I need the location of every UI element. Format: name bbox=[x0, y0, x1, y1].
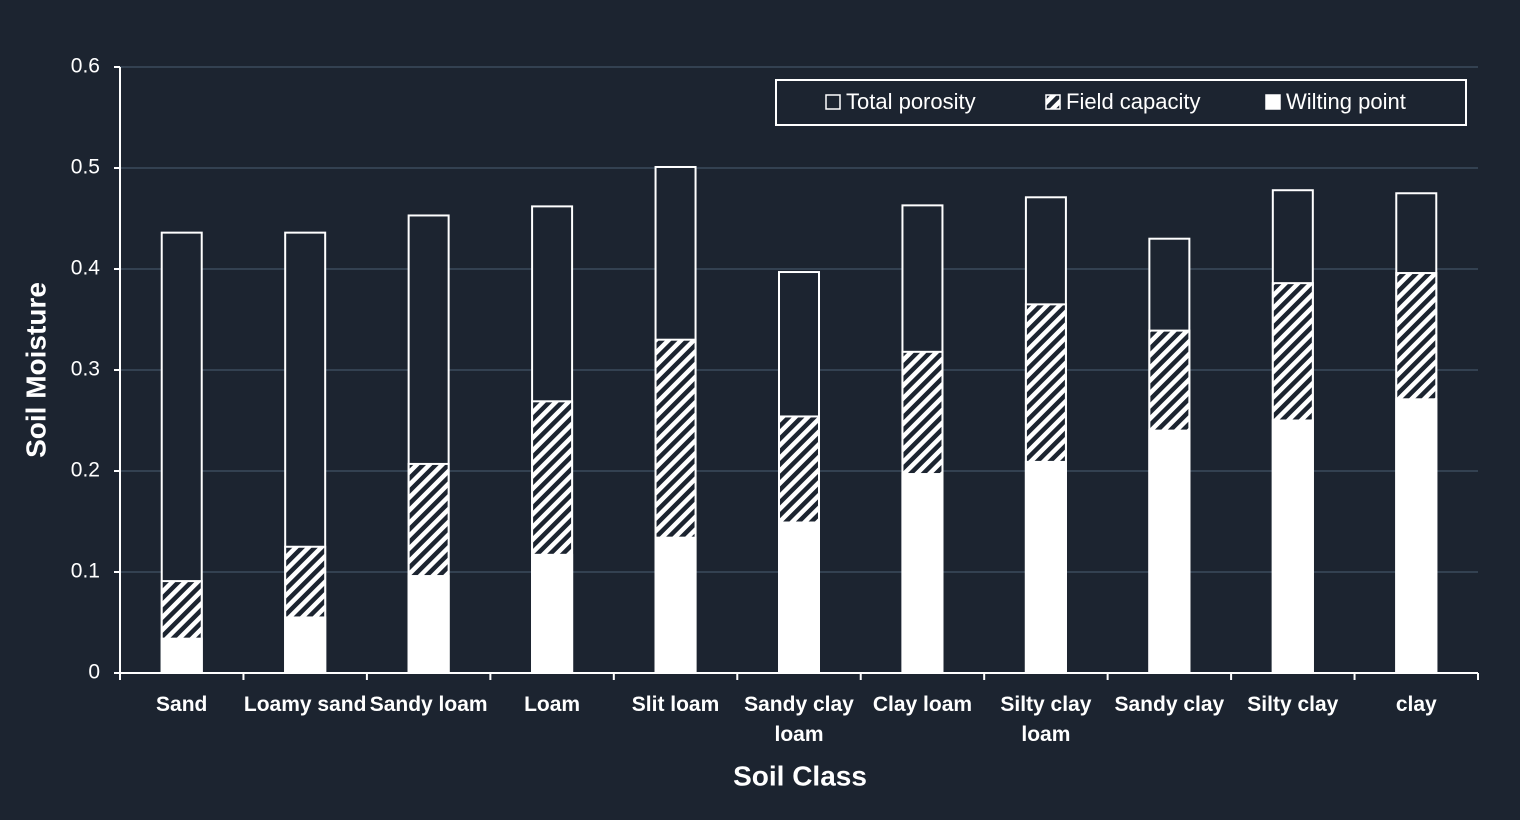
bar bbox=[901, 473, 944, 674]
bar bbox=[1148, 429, 1191, 674]
legend-swatch bbox=[1045, 94, 1061, 110]
bar bbox=[284, 616, 327, 675]
x-tick-label: Silty clay bbox=[1247, 693, 1339, 716]
y-tick-label: 0.1 bbox=[71, 560, 100, 583]
bar bbox=[531, 553, 574, 675]
x-tick-label: Sandy clay loam bbox=[744, 693, 854, 746]
x-tick-label: Sandy loam bbox=[369, 693, 488, 716]
x-tick-label: Loam bbox=[524, 693, 581, 716]
bar bbox=[160, 637, 203, 674]
x-axis-title: Soil Class bbox=[733, 760, 867, 791]
bar bbox=[654, 536, 697, 674]
x-tick-label: Slit loam bbox=[631, 693, 720, 716]
bar bbox=[778, 521, 820, 675]
legend-box bbox=[775, 79, 1467, 126]
x-tick-label: Clay loam bbox=[872, 693, 973, 716]
x-tick-label: Loamy sand bbox=[243, 693, 367, 716]
y-tick-label: 0.5 bbox=[71, 156, 100, 179]
y-axis-title: Soil Moisture bbox=[20, 282, 51, 458]
bar bbox=[407, 575, 450, 674]
bar bbox=[1024, 460, 1067, 674]
y-tick-label: 0.2 bbox=[71, 459, 100, 482]
bar bbox=[1395, 398, 1438, 674]
x-tick-label: Sandy clay bbox=[1114, 693, 1225, 716]
x-tick-label: clay bbox=[1395, 693, 1437, 716]
legend-label: Field capacity bbox=[1066, 89, 1201, 114]
y-tick-label: 0.6 bbox=[71, 55, 100, 78]
x-tick-label: Silty clay loam bbox=[1000, 693, 1092, 746]
legend-label: Total porosity bbox=[846, 89, 976, 114]
x-tick-label: Sand bbox=[156, 693, 208, 716]
y-tick-label: 0 bbox=[88, 661, 100, 684]
legend-label: Wilting point bbox=[1286, 89, 1406, 114]
y-tick-label: 0.4 bbox=[71, 257, 101, 280]
legend-swatch bbox=[825, 94, 841, 110]
legend-swatch bbox=[1265, 94, 1281, 110]
y-tick-label: 0.3 bbox=[71, 358, 100, 381]
bar bbox=[1271, 419, 1314, 674]
